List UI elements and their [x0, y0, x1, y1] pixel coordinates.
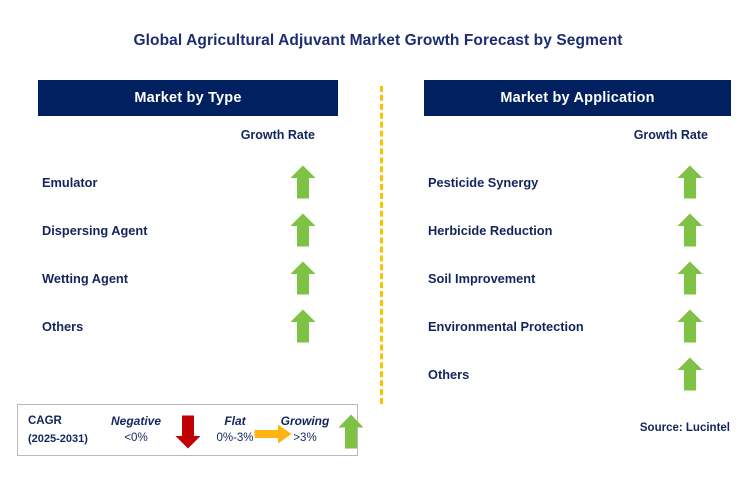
source-note: Source: Lucintel [639, 422, 730, 434]
panel-header-type: Market by Type [38, 80, 338, 116]
arrow-up-icon [677, 309, 703, 343]
segment-label: Herbicide Reduction [428, 222, 553, 238]
arrow-up-icon [677, 213, 703, 247]
table-row: Herbicide Reduction [424, 206, 731, 254]
panel-header-application: Market by Application [424, 80, 731, 116]
arrow-up-icon [677, 261, 703, 295]
table-row: Wetting Agent [38, 254, 338, 302]
arrow-down-icon [175, 415, 201, 449]
legend-box: CAGR (2025-2031) Negative <0% Flat 0%-3% [17, 404, 364, 456]
growth-rate-label-application: Growth Rate [633, 128, 708, 142]
legend-item-label: Flat [224, 414, 246, 428]
segment-label: Others [428, 366, 470, 382]
panel-divider [380, 86, 383, 404]
legend-item-label: Growing [280, 414, 330, 428]
segment-label: Soil Improvement [428, 270, 536, 286]
legend-item-label: Negative [110, 414, 162, 428]
arrow-up-icon [677, 165, 703, 199]
panel-market-by-application: Market by Application Growth Rate Pestic… [424, 80, 731, 391]
panel-market-by-type: Market by Type Growth Rate Emulator Disp… [38, 80, 338, 343]
page-title: Global Agricultural Adjuvant Market Grow… [133, 32, 623, 49]
table-row: Emulator [38, 158, 338, 206]
arrow-up-icon [677, 357, 703, 391]
legend-item-flat: Flat 0%-3% [203, 413, 267, 447]
arrow-up-icon [290, 261, 316, 295]
arrow-up-icon [290, 165, 316, 199]
arrow-up-icon [290, 309, 316, 343]
arrow-right-icon [254, 424, 292, 444]
table-row: Soil Improvement [424, 254, 731, 302]
legend-item-value: <0% [124, 432, 148, 444]
legend-item-negative: Negative <0% [100, 413, 172, 447]
table-row: Environmental Protection [424, 302, 731, 350]
legend-item-value: >3% [293, 432, 317, 444]
legend-item-value: 0%-3% [216, 432, 254, 444]
table-row: Pesticide Synergy [424, 158, 731, 206]
segment-label: Environmental Protection [428, 318, 584, 334]
growth-rate-label-type: Growth Rate [240, 128, 315, 142]
segment-label: Emulator [42, 174, 98, 190]
segment-rows-type: Emulator Dispersing Agent Wetting Agent [38, 158, 338, 350]
arrow-up-icon [290, 213, 316, 247]
legend-cagr-title: CAGR [28, 415, 62, 427]
segment-rows-application: Pesticide Synergy Herbicide Reduction So… [424, 158, 731, 398]
segment-label: Dispersing Agent [42, 222, 148, 238]
legend-cagr-period: (2025-2031) [28, 433, 88, 445]
table-row: Others [38, 302, 338, 350]
table-row: Others [424, 350, 731, 398]
legend-cagr: CAGR (2025-2031) [28, 412, 88, 448]
segment-label: Others [42, 318, 84, 334]
segment-label: Pesticide Synergy [428, 174, 539, 190]
segment-label: Wetting Agent [42, 270, 129, 286]
legend-item-growing: Growing >3% [267, 413, 343, 447]
arrow-up-icon [338, 414, 364, 449]
table-row: Dispersing Agent [38, 206, 338, 254]
